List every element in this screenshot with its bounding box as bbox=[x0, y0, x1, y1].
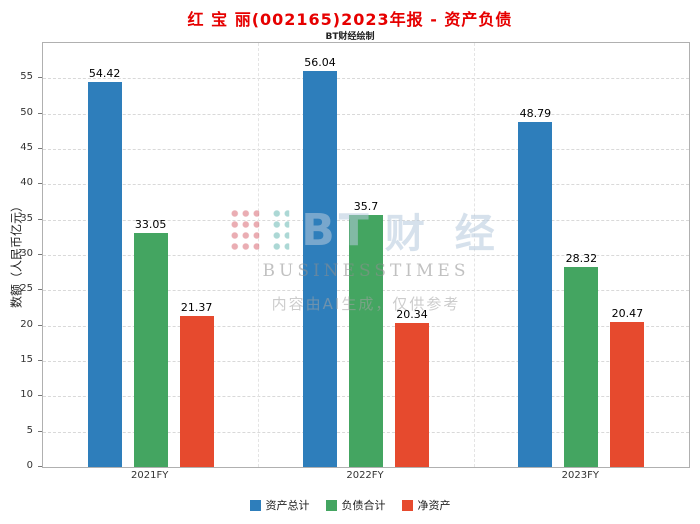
x-tick-label: 2023FY bbox=[561, 470, 599, 481]
legend-item: 资产总计 bbox=[249, 497, 310, 513]
y-tick-mark bbox=[38, 466, 42, 467]
bar-2021FY-资产总计 bbox=[87, 82, 122, 467]
y-tick-mark bbox=[38, 254, 42, 255]
y-tick-label: 55 bbox=[20, 71, 33, 83]
bar-value-label: 48.79 bbox=[519, 107, 552, 121]
y-tick-label: 10 bbox=[20, 389, 33, 401]
bar-2021FY-负债合计 bbox=[133, 233, 168, 467]
bar-value-label: 20.47 bbox=[611, 307, 644, 321]
y-tick-label: 15 bbox=[20, 354, 33, 365]
y-tick-label: 30 bbox=[20, 248, 33, 259]
legend-item: 负债合计 bbox=[325, 497, 386, 513]
bar-2022FY-资产总计 bbox=[303, 70, 337, 467]
y-tick-label: 35 bbox=[20, 212, 33, 224]
gridline bbox=[43, 149, 689, 150]
y-tick-mark bbox=[38, 218, 42, 220]
bar-2023FY-负债合计 bbox=[564, 266, 599, 467]
gridline bbox=[43, 78, 689, 80]
chart-subtitle: BT财经绘制 bbox=[325, 32, 375, 42]
legend-label: 资产总计 bbox=[265, 499, 310, 512]
bar-value-label: 33.05 bbox=[134, 218, 167, 232]
gridline bbox=[43, 113, 689, 115]
bt-logo-teal-dots-icon bbox=[271, 208, 290, 252]
bar-2023FY-资产总计 bbox=[518, 122, 553, 467]
bar-value-label: 21.37 bbox=[180, 301, 213, 314]
y-axis-ticks: 0 5 10 15 20 25 30 35 40 45 50 55 bbox=[0, 42, 42, 471]
x-axis-labels: 2021FY 2022FY 2023FY bbox=[42, 470, 688, 484]
bar-2022FY-净资产 bbox=[395, 323, 429, 467]
legend-swatch bbox=[249, 499, 261, 511]
chart-title: 红 宝 丽(002165)2023年报 - 资产负债 bbox=[187, 10, 513, 29]
bar-value-label: 28.32 bbox=[565, 251, 598, 265]
y-tick-mark bbox=[38, 183, 42, 185]
bar-2022FY-负债合计 bbox=[349, 214, 383, 467]
y-tick-label: 50 bbox=[20, 106, 33, 118]
y-tick-mark bbox=[38, 77, 42, 79]
y-tick-label: 5 bbox=[26, 424, 33, 436]
bar-value-label: 54.42 bbox=[88, 67, 121, 81]
y-tick-label: 45 bbox=[20, 142, 33, 153]
bt-logo-cn-text: 财 经 bbox=[384, 211, 503, 257]
gridline-vertical bbox=[473, 43, 475, 467]
y-tick-mark bbox=[38, 148, 42, 149]
legend: 资产总计 负债合计 净资产 bbox=[0, 497, 700, 513]
y-tick-mark bbox=[38, 112, 42, 114]
y-tick-mark bbox=[38, 324, 42, 326]
plot-area: BT 财 经 BUSINESSTIMES 内容由AI生成，仅供参考 54.42 3… bbox=[42, 42, 690, 468]
bar-2021FY-净资产 bbox=[179, 316, 214, 467]
legend-item: 净资产 bbox=[401, 497, 451, 513]
y-tick-label: 25 bbox=[20, 283, 33, 295]
y-tick-label: 0 bbox=[26, 460, 33, 471]
bar-value-label: 20.34 bbox=[396, 308, 428, 322]
y-tick-label: 20 bbox=[20, 318, 33, 330]
bar-value-label: 35.7 bbox=[353, 199, 379, 213]
y-tick-mark bbox=[38, 289, 42, 291]
legend-label: 净资产 bbox=[417, 499, 451, 512]
legend-swatch bbox=[325, 499, 337, 511]
y-tick-mark bbox=[38, 360, 42, 361]
bar-2023FY-净资产 bbox=[610, 322, 645, 467]
bar-value-label: 56.04 bbox=[304, 55, 336, 69]
y-tick-mark bbox=[38, 395, 42, 397]
bt-logo-dots-icon bbox=[229, 208, 260, 252]
x-tick-label: 2022FY bbox=[346, 470, 384, 481]
x-tick-label: 2021FY bbox=[131, 470, 169, 481]
gridline-vertical bbox=[258, 43, 260, 467]
y-tick-mark bbox=[38, 430, 42, 432]
legend-label: 负债合计 bbox=[341, 499, 386, 512]
gridline bbox=[43, 184, 689, 186]
legend-swatch bbox=[401, 499, 413, 511]
y-tick-label: 40 bbox=[20, 177, 33, 189]
